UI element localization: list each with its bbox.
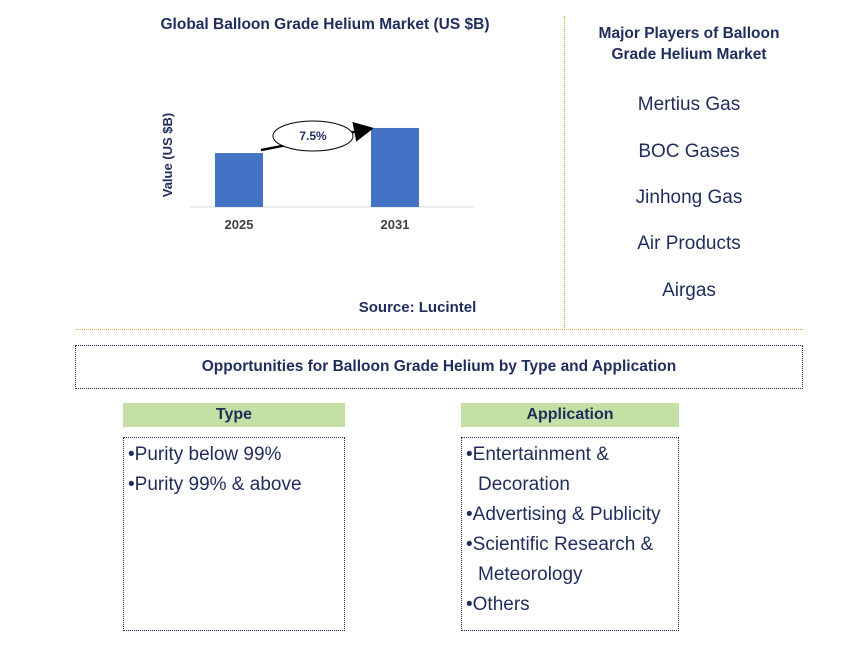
source-label: Source: Lucintel [358,299,477,316]
list-item: Advertising & Publicity [466,500,672,530]
bar-2025 [215,153,263,207]
cagr-bubble [272,120,354,152]
horizontal-divider [76,329,803,330]
type-list: Purity below 99% Purity 99% & above [128,440,338,500]
x-tick-label: 2025 [225,217,254,232]
bar-chart: Value (US $B) 2025 2031 7.5% [160,113,473,232]
list-item: Others [466,590,672,620]
list-item: Purity below 99% [128,440,338,470]
list-item: Entertainment & Decoration [466,440,672,500]
player-item: Mertius Gas [637,94,741,115]
list-item: Purity 99% & above [128,470,338,500]
type-heading: Type [123,403,345,427]
vertical-divider [564,16,565,328]
application-list: Entertainment & Decoration Advertising &… [466,440,672,620]
application-heading: Application [461,403,679,427]
chart-title: Global Balloon Grade Helium Market (US $… [160,16,490,33]
player-item: Air Products [637,233,741,254]
cagr-label: 7.5% [299,129,327,143]
x-tick-label: 2031 [381,217,410,232]
y-axis-label: Value (US $B) [160,113,175,198]
players-title: Major Players of Balloon Grade Helium Ma… [598,25,780,63]
list-item: Scientific Research & Meteorology [466,530,672,590]
application-list-box: Entertainment & Decoration Advertising &… [461,437,679,631]
opportunities-title-text: Opportunities for Balloon Grade Helium b… [201,358,677,375]
bar-2031 [371,127,419,207]
player-item: Airgas [662,280,716,301]
type-list-box: Purity below 99% Purity 99% & above [123,437,345,631]
player-item: BOC Gases [638,141,740,162]
opportunities-title: Opportunities for Balloon Grade Helium b… [75,345,803,389]
player-item: Jinhong Gas [635,187,743,208]
